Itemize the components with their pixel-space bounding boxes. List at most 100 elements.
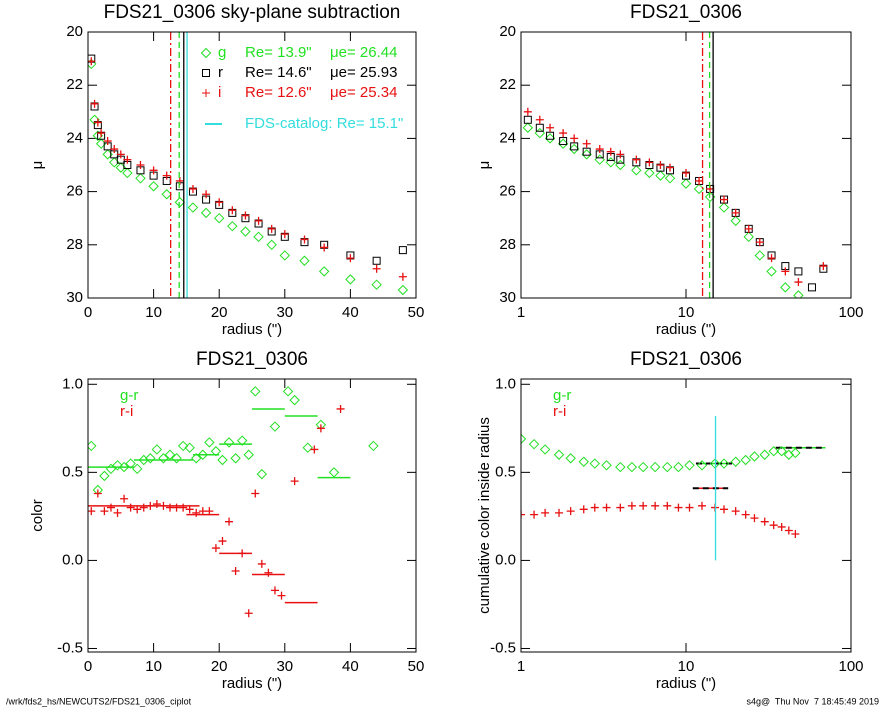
point [555, 508, 564, 517]
point [754, 250, 765, 261]
point [231, 566, 240, 575]
y-tick-label: 1.0 [62, 375, 83, 392]
point [632, 155, 641, 164]
point [626, 461, 638, 473]
point [152, 500, 161, 509]
point [655, 170, 666, 181]
point [663, 501, 672, 510]
point [582, 139, 591, 148]
point [211, 544, 220, 553]
x-tick-label: 50 [408, 304, 425, 321]
point [767, 254, 776, 263]
point [345, 274, 356, 285]
point [93, 118, 102, 127]
point [616, 503, 625, 512]
point [781, 267, 790, 276]
y-tick-label: 0.0 [62, 551, 83, 568]
legend-marker [202, 89, 210, 97]
point [116, 150, 125, 159]
point [777, 522, 786, 531]
point [158, 453, 169, 464]
point [776, 446, 787, 457]
point [784, 526, 793, 535]
y-tick-label: 26 [66, 183, 83, 200]
point [595, 145, 604, 154]
point [791, 529, 800, 538]
frame [520, 31, 852, 299]
y-tick-label: 0.5 [495, 463, 516, 480]
y-tick-label: 20 [499, 23, 516, 40]
frame [87, 378, 417, 653]
point [282, 386, 294, 397]
point [257, 559, 266, 568]
y-tick-label: 20 [66, 23, 83, 40]
point [664, 173, 676, 184]
point [602, 503, 611, 512]
point [807, 283, 816, 292]
point [559, 137, 568, 146]
y-axis-label: cumulative color inside radius [476, 417, 493, 614]
point [666, 163, 675, 172]
plot-area [88, 32, 409, 298]
point [93, 489, 102, 498]
y-tick-label: -0.5 [57, 639, 83, 656]
y-tick-label: -0.5 [490, 639, 516, 656]
point [139, 503, 148, 512]
point [794, 267, 803, 276]
frame [520, 378, 852, 653]
point [241, 211, 250, 220]
point [162, 171, 171, 180]
point [310, 445, 319, 454]
point [731, 208, 740, 217]
point [148, 181, 159, 192]
x-axis-label: radius (") [656, 321, 716, 338]
point [718, 458, 730, 469]
point [270, 586, 279, 595]
point [202, 190, 211, 199]
point [88, 507, 96, 516]
point [684, 460, 695, 471]
point [731, 507, 740, 516]
x-axis-label: radius (") [222, 675, 282, 692]
y-axis-label: μ [29, 161, 46, 170]
point [644, 167, 655, 179]
point [113, 508, 122, 517]
point [149, 166, 158, 175]
point [289, 394, 300, 406]
point [616, 150, 625, 159]
plot-area [88, 386, 379, 618]
point [639, 501, 648, 510]
x-tick-label: 50 [408, 658, 425, 675]
y-axis-label: μ [476, 161, 493, 170]
point [680, 178, 692, 189]
point [522, 122, 534, 133]
point [97, 129, 106, 138]
x-axis-label: radius (") [656, 675, 716, 692]
point [277, 591, 286, 600]
x-tick-label: 40 [342, 304, 359, 321]
point [685, 503, 694, 512]
point [215, 198, 224, 207]
x-axis-label: radius (") [222, 321, 282, 338]
point [570, 142, 579, 151]
chart-title: FDS21_0306 [630, 349, 742, 370]
point [88, 57, 96, 66]
legend-mue: μe= 26.44 [330, 44, 397, 61]
point [187, 202, 199, 213]
point [768, 446, 779, 457]
legend-label: g-r [553, 387, 571, 404]
point [656, 161, 665, 169]
x-tick-label: 30 [276, 658, 293, 675]
point [120, 494, 129, 503]
point [161, 189, 172, 200]
point [546, 131, 555, 140]
point [230, 453, 241, 464]
point [546, 123, 555, 132]
legend-marker [202, 69, 210, 77]
point [720, 195, 729, 204]
x-tick-label: 20 [211, 658, 228, 675]
point [541, 508, 550, 517]
point [371, 279, 382, 290]
point [744, 224, 753, 233]
x-tick-label: 0 [84, 658, 92, 675]
